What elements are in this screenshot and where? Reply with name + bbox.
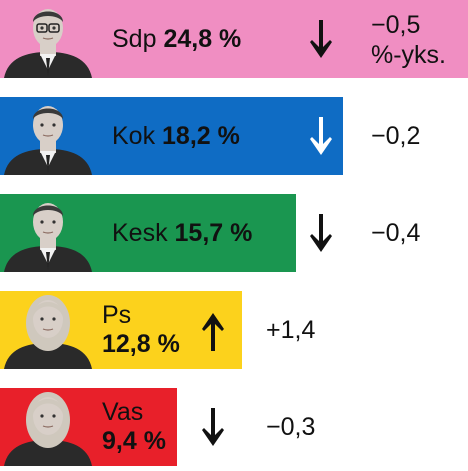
label-ps: Ps 12,8 %: [102, 301, 180, 359]
value-label: 18,2 %: [162, 122, 240, 150]
portrait-sdp: [0, 0, 96, 83]
party-name: Kesk: [112, 219, 175, 247]
value-label: 15,7 %: [174, 219, 253, 247]
label-vas: Vas 9,4 %: [102, 398, 166, 456]
party-name: Kok: [112, 122, 163, 150]
arrow-down-icon: [310, 117, 332, 162]
portrait-kok: [0, 97, 96, 180]
arrow-up-icon: [202, 311, 224, 356]
portrait-kesk: [0, 194, 96, 277]
change-label-kok: −0,2: [371, 122, 421, 150]
label-sdp: Sdp 24,8 %: [112, 24, 241, 54]
portrait-ps: [0, 291, 96, 374]
party-name: Ps: [102, 301, 132, 329]
change-label-vas: −0,3: [266, 413, 316, 441]
value-label: 12,8 %: [102, 330, 180, 358]
label-kesk: Kesk 15,7 %: [112, 218, 252, 248]
party-name: Sdp: [112, 25, 164, 53]
portrait-vas: [0, 388, 96, 471]
party-name: Vas: [102, 398, 144, 426]
change-label-sdp: −0,5 %-yks.: [371, 11, 446, 69]
change-label-kesk: −0,4: [371, 219, 421, 247]
arrow-down-icon: [310, 214, 332, 259]
arrow-down-icon: [310, 20, 332, 65]
label-kok: Kok 18,2 %: [112, 121, 240, 151]
value-label: 9,4 %: [102, 427, 166, 455]
arrow-down-icon: [202, 408, 224, 453]
change-label-ps: +1,4: [266, 316, 316, 344]
value-label: 24,8 %: [163, 25, 242, 53]
